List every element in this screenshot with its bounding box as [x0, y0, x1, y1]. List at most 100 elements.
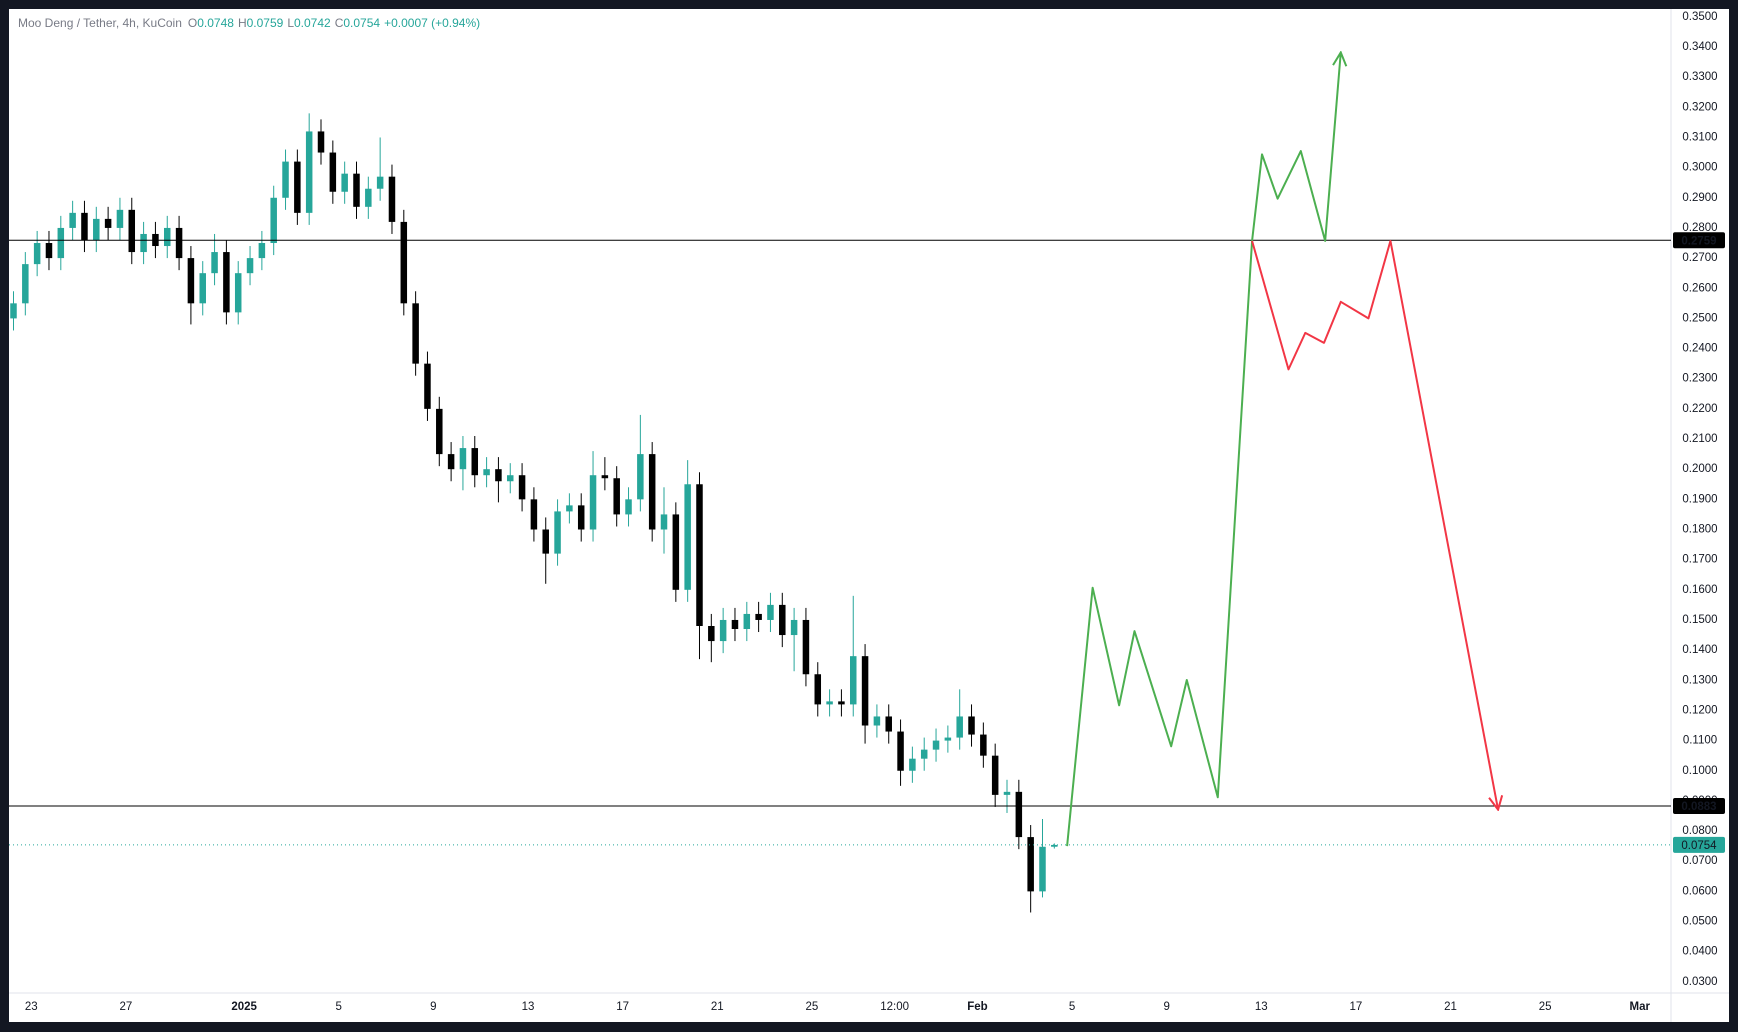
x-tick-label: 25	[1539, 1001, 1552, 1013]
y-tick-label: 0.3500	[1682, 11, 1717, 23]
projection-path	[1066, 52, 1341, 847]
x-tick-label: 13	[522, 1001, 535, 1013]
candle-body	[506, 475, 514, 482]
header-label: H	[238, 16, 247, 30]
candle-body	[33, 243, 41, 265]
y-tick-label: 0.0500	[1682, 916, 1717, 928]
y-tick-label: 0.1000	[1682, 765, 1717, 777]
candle-body	[814, 674, 822, 705]
candle-body	[1051, 844, 1058, 847]
candle-body	[956, 716, 963, 738]
y-tick-label: 0.2000	[1682, 463, 1717, 475]
y-tick-label: 0.1700	[1682, 554, 1717, 566]
candle-body	[376, 176, 384, 189]
y-tick-label: 0.2900	[1682, 192, 1717, 204]
y-tick-label: 0.0800	[1682, 825, 1717, 837]
candle-body	[920, 749, 928, 759]
candle-body	[10, 303, 17, 319]
candle-body	[1039, 846, 1046, 892]
candle-body	[1003, 791, 1011, 795]
candle-body	[459, 448, 467, 470]
candle-body	[980, 734, 987, 756]
candle-body	[554, 511, 561, 554]
level-label: 0.2759	[1681, 235, 1716, 247]
y-tick-label: 0.3100	[1682, 131, 1717, 143]
candle-body	[424, 363, 431, 409]
x-tick-label: 17	[1350, 1001, 1363, 1013]
candle-body	[660, 514, 668, 530]
candle-body	[104, 218, 112, 228]
y-tick-label: 0.1800	[1682, 524, 1717, 536]
candle-body	[199, 273, 206, 304]
candle-body	[353, 173, 360, 207]
candle-body	[719, 619, 727, 642]
y-tick-label: 0.0600	[1682, 885, 1717, 897]
candle-body	[329, 152, 337, 192]
candle-body	[495, 469, 502, 482]
y-tick-label: 0.3000	[1682, 162, 1717, 174]
x-tick-label: 5	[1069, 1001, 1075, 1013]
candle-body	[282, 161, 289, 198]
chart-header: Moo Deng / Tether, 4h, KuCoin O0.0748 H0.0…	[18, 16, 480, 30]
candle-body	[909, 758, 916, 771]
level-label: 0.0883	[1681, 801, 1716, 813]
y-tick-label: 0.2800	[1682, 222, 1717, 234]
candle-body	[897, 731, 904, 771]
candle-body	[849, 656, 857, 705]
y-tick-label: 0.3300	[1682, 71, 1717, 83]
x-tick-label: 9	[1163, 1001, 1169, 1013]
candle-body	[790, 619, 798, 636]
header-label: O	[188, 16, 197, 30]
y-tick-label: 0.0400	[1682, 946, 1717, 958]
header-value: 0.0759	[247, 16, 284, 30]
candle-body	[601, 475, 609, 479]
x-tick-label: 23	[25, 1001, 38, 1013]
candle-body	[767, 604, 774, 620]
header-change: +0.0007 (+0.94%)	[384, 16, 480, 30]
y-tick-label: 0.2700	[1682, 252, 1717, 264]
y-tick-label: 0.2100	[1682, 433, 1717, 445]
y-tick-label: 0.1100	[1683, 735, 1717, 747]
candle-body	[22, 264, 29, 304]
candle-body	[211, 252, 218, 274]
candle-body	[45, 243, 53, 259]
candle-body	[838, 701, 845, 705]
candle-body	[140, 233, 147, 253]
candle-body	[234, 273, 242, 313]
candle-body	[968, 716, 975, 735]
candle-body	[187, 258, 195, 304]
projection-path	[1251, 239, 1498, 810]
candle-body	[483, 469, 490, 476]
y-tick-label: 0.1200	[1682, 704, 1717, 716]
header-value: 0.0754	[343, 16, 380, 30]
x-tick-label: 17	[616, 1001, 629, 1013]
candle-body	[672, 514, 680, 590]
y-tick-label: 0.1600	[1682, 584, 1717, 596]
candle-body	[743, 613, 751, 630]
candle-body	[412, 303, 419, 364]
candle-body	[885, 716, 892, 732]
candle-body	[648, 454, 656, 530]
x-tick-label: Feb	[967, 1001, 987, 1013]
chart-panel	[9, 9, 1729, 1022]
candle-body	[436, 408, 443, 455]
y-tick-label: 0.2200	[1682, 403, 1717, 415]
candle-body	[175, 227, 183, 259]
candle-body	[731, 619, 739, 630]
candle-body	[93, 218, 100, 240]
candle-body	[944, 737, 952, 741]
candle-body	[270, 197, 277, 244]
candle-body	[708, 625, 715, 642]
y-tick-label: 0.2600	[1682, 282, 1717, 294]
candle-body	[471, 448, 479, 476]
x-tick-label: 9	[430, 1001, 436, 1013]
y-tick-label: 0.1300	[1682, 674, 1717, 686]
candle-body	[1027, 837, 1034, 892]
candle-body	[566, 505, 573, 512]
candle-body	[223, 252, 230, 313]
y-tick-label: 0.0300	[1682, 976, 1717, 988]
level-label-bg	[1673, 232, 1725, 249]
header-label: L	[287, 16, 294, 30]
candle-body	[932, 740, 940, 750]
